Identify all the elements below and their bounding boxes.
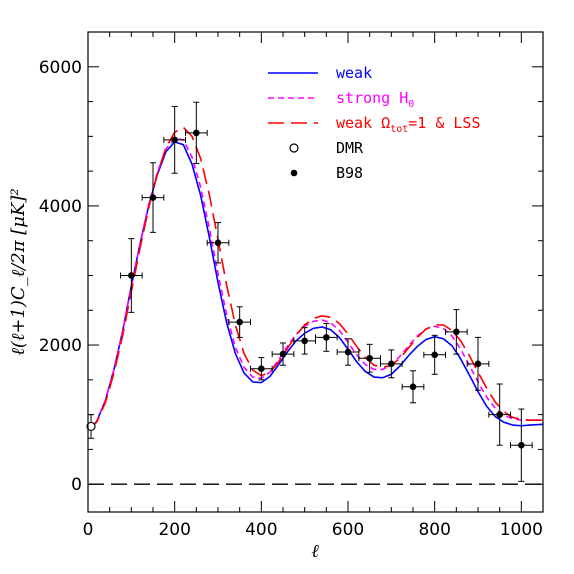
y-tick-label: 2000 (39, 336, 82, 356)
legend-label-0: weak (336, 64, 372, 82)
y-tick-label: 4000 (39, 197, 82, 217)
data-point-b98 (279, 350, 287, 358)
x-tick-label: 1000 (500, 520, 543, 540)
series-layer (88, 126, 543, 485)
legend-label-1: strong H0 (336, 89, 414, 110)
y-tick-label: 0 (71, 475, 82, 495)
y-tick-label: 6000 (39, 58, 82, 78)
legend-label-2: weak Ωtot=1 & LSS (336, 114, 481, 135)
data-point-b98 (474, 360, 482, 368)
data-point-b98 (431, 351, 438, 359)
data-point-b98 (301, 337, 308, 345)
data-point-b98 (388, 360, 395, 368)
y-axis-label: ℓ(ℓ+1)C_ℓ/2π [μK]² (8, 188, 29, 355)
data-point-b98 (453, 328, 460, 336)
plot-frame (87, 31, 544, 513)
series-line-2 (88, 126, 543, 428)
x-tick-label: 0 (83, 520, 94, 540)
data-point-b98 (193, 129, 200, 137)
legend: weak strong H0 weak Ωtot=1 & LSS DMR B98 (268, 64, 481, 182)
x-tick-label: 400 (245, 520, 277, 540)
series-line-0 (88, 140, 543, 428)
data-point-b98 (171, 136, 178, 144)
x-tick-label: 600 (332, 520, 364, 540)
legend-label-b98: B98 (336, 164, 363, 182)
data-point-b98 (366, 354, 373, 362)
data-point-b98 (128, 272, 135, 279)
data-point-b98 (214, 239, 222, 247)
data-point-b98 (149, 194, 157, 201)
points-layer (86, 101, 533, 482)
data-point-dmr (86, 421, 96, 432)
x-tick-label: 800 (418, 520, 450, 540)
data-point-b98 (344, 348, 352, 356)
data-point-b98 (323, 334, 330, 341)
x-tick-label: 200 (158, 520, 190, 540)
ticks-layer: 0 200 400 600 800 1000 0 2000 4000 6000 (39, 31, 544, 540)
data-point-b98 (258, 365, 265, 372)
x-axis-label: ℓ (311, 541, 319, 562)
data-point-b98 (236, 318, 243, 326)
legend-marker-b98 (290, 169, 298, 177)
data-point-b98 (409, 383, 417, 391)
data-point-b98 (518, 441, 525, 449)
data-point-b98 (496, 411, 503, 418)
legend-marker-dmr (289, 143, 299, 153)
legend-label-dmr: DMR (336, 139, 364, 157)
